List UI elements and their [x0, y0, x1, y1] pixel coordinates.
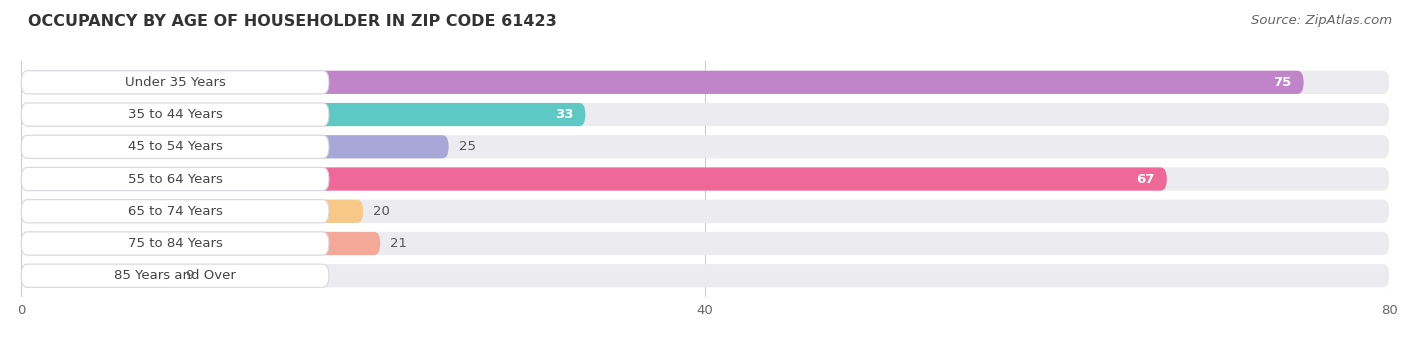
FancyBboxPatch shape: [21, 264, 329, 287]
Text: 85 Years and Over: 85 Years and Over: [114, 269, 236, 282]
FancyBboxPatch shape: [21, 103, 1389, 126]
Text: 75 to 84 Years: 75 to 84 Years: [128, 237, 222, 250]
FancyBboxPatch shape: [21, 167, 329, 191]
Text: 21: 21: [391, 237, 408, 250]
FancyBboxPatch shape: [21, 264, 174, 287]
FancyBboxPatch shape: [21, 71, 329, 94]
FancyBboxPatch shape: [21, 167, 1167, 191]
FancyBboxPatch shape: [21, 135, 1389, 159]
Text: 9: 9: [186, 269, 194, 282]
Text: 25: 25: [458, 140, 475, 153]
Text: 67: 67: [1136, 173, 1154, 186]
FancyBboxPatch shape: [21, 232, 329, 255]
Text: Under 35 Years: Under 35 Years: [125, 76, 225, 89]
Text: 35 to 44 Years: 35 to 44 Years: [128, 108, 222, 121]
Text: Source: ZipAtlas.com: Source: ZipAtlas.com: [1251, 14, 1392, 27]
Text: 65 to 74 Years: 65 to 74 Years: [128, 205, 222, 218]
FancyBboxPatch shape: [21, 103, 585, 126]
FancyBboxPatch shape: [21, 199, 1389, 223]
FancyBboxPatch shape: [21, 264, 1389, 287]
Text: 20: 20: [374, 205, 391, 218]
Text: 45 to 54 Years: 45 to 54 Years: [128, 140, 222, 153]
Text: 33: 33: [555, 108, 574, 121]
FancyBboxPatch shape: [21, 135, 329, 159]
FancyBboxPatch shape: [21, 71, 1389, 94]
Text: 55 to 64 Years: 55 to 64 Years: [128, 173, 222, 186]
Text: 75: 75: [1274, 76, 1292, 89]
FancyBboxPatch shape: [21, 199, 329, 223]
FancyBboxPatch shape: [21, 199, 363, 223]
FancyBboxPatch shape: [21, 232, 380, 255]
Text: OCCUPANCY BY AGE OF HOUSEHOLDER IN ZIP CODE 61423: OCCUPANCY BY AGE OF HOUSEHOLDER IN ZIP C…: [28, 14, 557, 29]
FancyBboxPatch shape: [21, 135, 449, 159]
FancyBboxPatch shape: [21, 167, 1389, 191]
FancyBboxPatch shape: [21, 103, 329, 126]
FancyBboxPatch shape: [21, 71, 1303, 94]
FancyBboxPatch shape: [21, 232, 1389, 255]
